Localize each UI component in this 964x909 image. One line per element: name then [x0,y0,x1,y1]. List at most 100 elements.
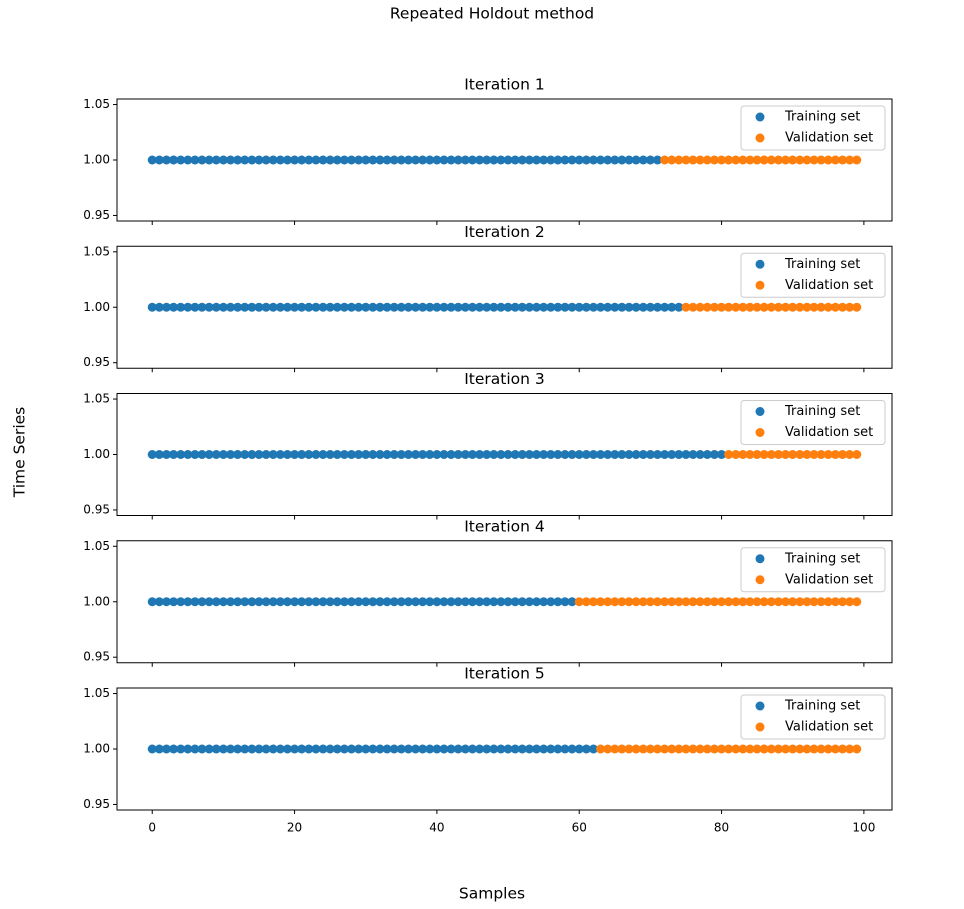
scatter-point [190,744,200,754]
scatter-point [667,302,677,312]
scatter-point [574,744,584,754]
scatter-point [638,302,648,312]
scatter-point [183,744,193,754]
y-tick-label: 1.00 [83,300,110,314]
scatter-point [368,302,378,312]
y-tick-label: 0.95 [83,650,110,664]
scatter-point [382,302,392,312]
scatter-point [773,155,783,165]
scatter-point [439,744,449,754]
scatter-point [169,450,179,459]
y-tick-label: 0.95 [83,208,110,222]
y-tick-label: 1.00 [83,153,110,167]
scatter-point [460,597,470,607]
scatter-point [802,450,812,459]
scatter-point [453,597,463,607]
scatter-point [845,597,855,607]
scatter-point [503,155,513,165]
scatter-point [581,302,591,312]
y-tick-label: 1.05 [83,539,110,553]
scatter-point [489,450,499,459]
y-tick-label: 0.95 [83,797,110,811]
scatter-point [581,450,591,459]
x-axis-label: Samples [459,885,525,903]
scatter-point [510,597,520,607]
scatter-point [346,597,356,607]
scatter-point [311,597,321,607]
scatter-point [226,450,236,459]
scatter-point [304,744,314,754]
scatter-point [482,450,492,459]
scatter-point [674,450,684,459]
scatter-point [802,744,812,754]
scatter-point [717,302,727,312]
scatter-point [233,302,243,312]
scatter-point [154,302,164,312]
scatter-point [830,155,840,165]
scatter-point [282,155,292,165]
scatter-point [439,155,449,165]
scatter-point [610,744,620,754]
scatter-point [524,744,534,754]
scatter-point [638,155,648,165]
scatter-point [766,450,776,459]
scatter-point [667,744,677,754]
scatter-point [766,744,776,754]
scatter-point [617,302,627,312]
scatter-point [667,597,677,607]
scatter-point [532,744,542,754]
scatter-point [332,155,342,165]
y-tick-label: 0.95 [83,502,110,516]
scatter-point [567,302,577,312]
scatter-point [795,744,805,754]
scatter-point [539,302,549,312]
scatter-point [560,155,570,165]
scatter-point [809,302,819,312]
scatter-point [674,155,684,165]
scatter-point [403,744,413,754]
scatter-point [845,744,855,754]
x-tick-label: 100 [852,821,875,835]
scatter-point [396,450,406,459]
scatter-point [354,302,364,312]
scatter-point [389,744,399,754]
scatter-point [603,450,613,459]
scatter-point [553,597,563,607]
scatter-point [489,155,499,165]
scatter-point [631,302,641,312]
scatter-point [838,450,848,459]
scatter-point [432,744,442,754]
scatter-point [282,597,292,607]
scatter-point [838,597,848,607]
scatter-point [403,450,413,459]
scatter-point [503,744,513,754]
scatter-point [816,597,826,607]
scatter-point [460,302,470,312]
scatter-point [524,450,534,459]
scatter-point [218,597,228,607]
scatter-point [660,744,670,754]
scatter-point [745,744,755,754]
scatter-point [795,450,805,459]
scatter-point [275,744,285,754]
scatter-point [588,450,598,459]
scatter-point [411,155,421,165]
scatter-point [325,302,335,312]
scatter-point [197,597,207,607]
scatter-point [475,155,485,165]
scatter-point [624,302,634,312]
legend-label: Training set [784,551,860,566]
scatter-point [724,597,734,607]
scatter-point [717,597,727,607]
scatter-point [425,155,435,165]
scatter-point [517,155,527,165]
scatter-point [361,450,371,459]
scatter-point [204,744,214,754]
scatter-point [446,597,456,607]
scatter-point [524,155,534,165]
y-axis-label: Time Series [11,407,29,499]
scatter-point [275,597,285,607]
scatter-point [667,155,677,165]
scatter-point [617,155,627,165]
scatter-point [389,597,399,607]
